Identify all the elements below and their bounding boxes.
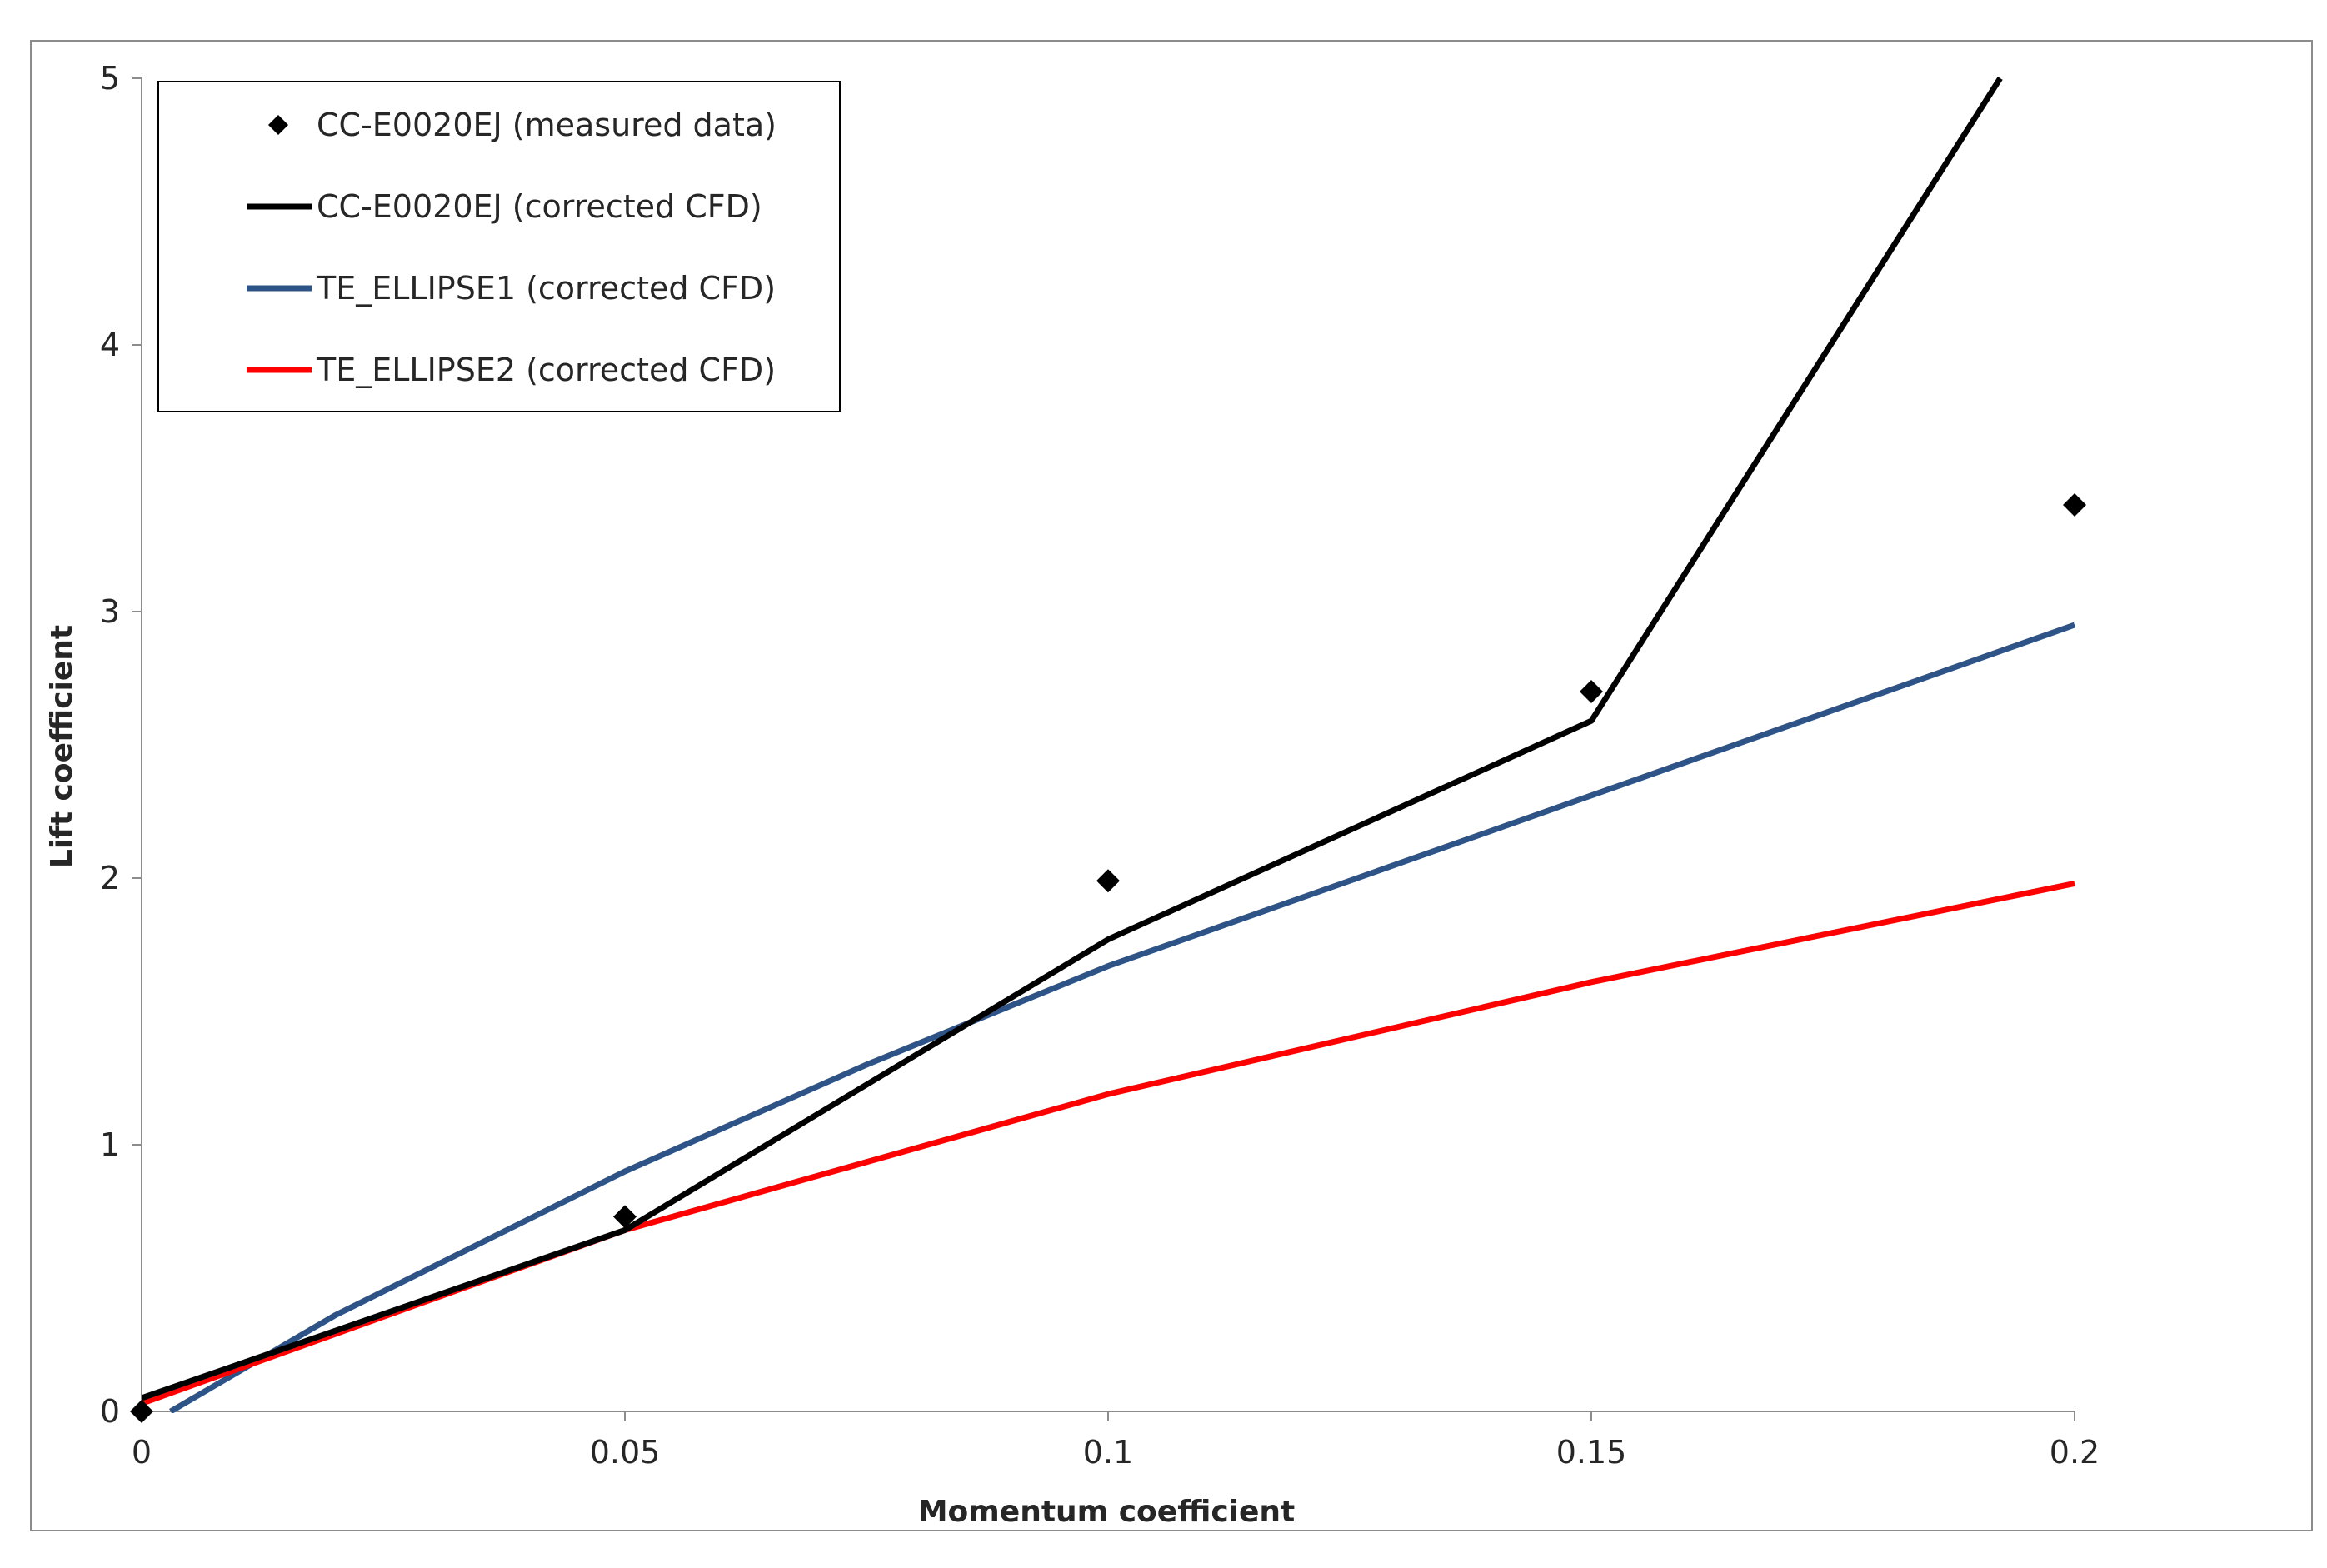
data-point-marker	[613, 1205, 637, 1229]
series-line-te-ellipse1-corrected-cfd	[169, 622, 2076, 1413]
data-point-marker	[130, 1400, 153, 1423]
x-axis-title: Momentum coefficient	[918, 1495, 1296, 1529]
data-point-marker	[2063, 493, 2086, 517]
series-line-cc-e0020ej-corrected-cfd	[142, 77, 2003, 1401]
x-tick-label: 0.2	[2050, 1434, 2100, 1471]
x-tick-label: 0.15	[1556, 1434, 1627, 1471]
y-tick-label: 4	[100, 327, 120, 363]
y-tick-label: 2	[100, 860, 120, 896]
legend-entry-label: TE_ELLIPSE1 (corrected CFD)	[316, 270, 776, 307]
axes: 0 1 2 3 4 5 0 0.05 0.1 0.15 0.2	[100, 60, 2100, 1471]
legend-entry-label: TE_ELLIPSE2 (corrected CFD)	[316, 352, 776, 388]
data-point-marker	[1096, 869, 1120, 893]
y-tick-label: 0	[100, 1393, 120, 1430]
y-tick-label: 1	[100, 1126, 120, 1163]
plot-series	[130, 77, 2086, 1423]
y-tick-label: 5	[100, 60, 120, 97]
legend-box	[157, 81, 841, 412]
x-tick-label: 0.1	[1083, 1434, 1133, 1471]
legend-entry-label: CC-E0020EJ (measured data)	[317, 107, 776, 143]
x-tick-label: 0.05	[590, 1434, 661, 1471]
legend-marker-icon	[268, 115, 288, 135]
legend-entry-label: CC-E0020EJ (corrected CFD)	[317, 188, 762, 225]
series-line-te-ellipse2-corrected-cfd	[142, 880, 2075, 1406]
data-point-marker	[1580, 680, 1603, 703]
y-axis-title: Lift coefficient	[45, 625, 79, 868]
legend: CC-E0020EJ (measured data) CC-E0020EJ (co…	[157, 81, 841, 412]
y-tick-label: 3	[100, 593, 120, 630]
x-tick-label: 0	[132, 1434, 152, 1471]
